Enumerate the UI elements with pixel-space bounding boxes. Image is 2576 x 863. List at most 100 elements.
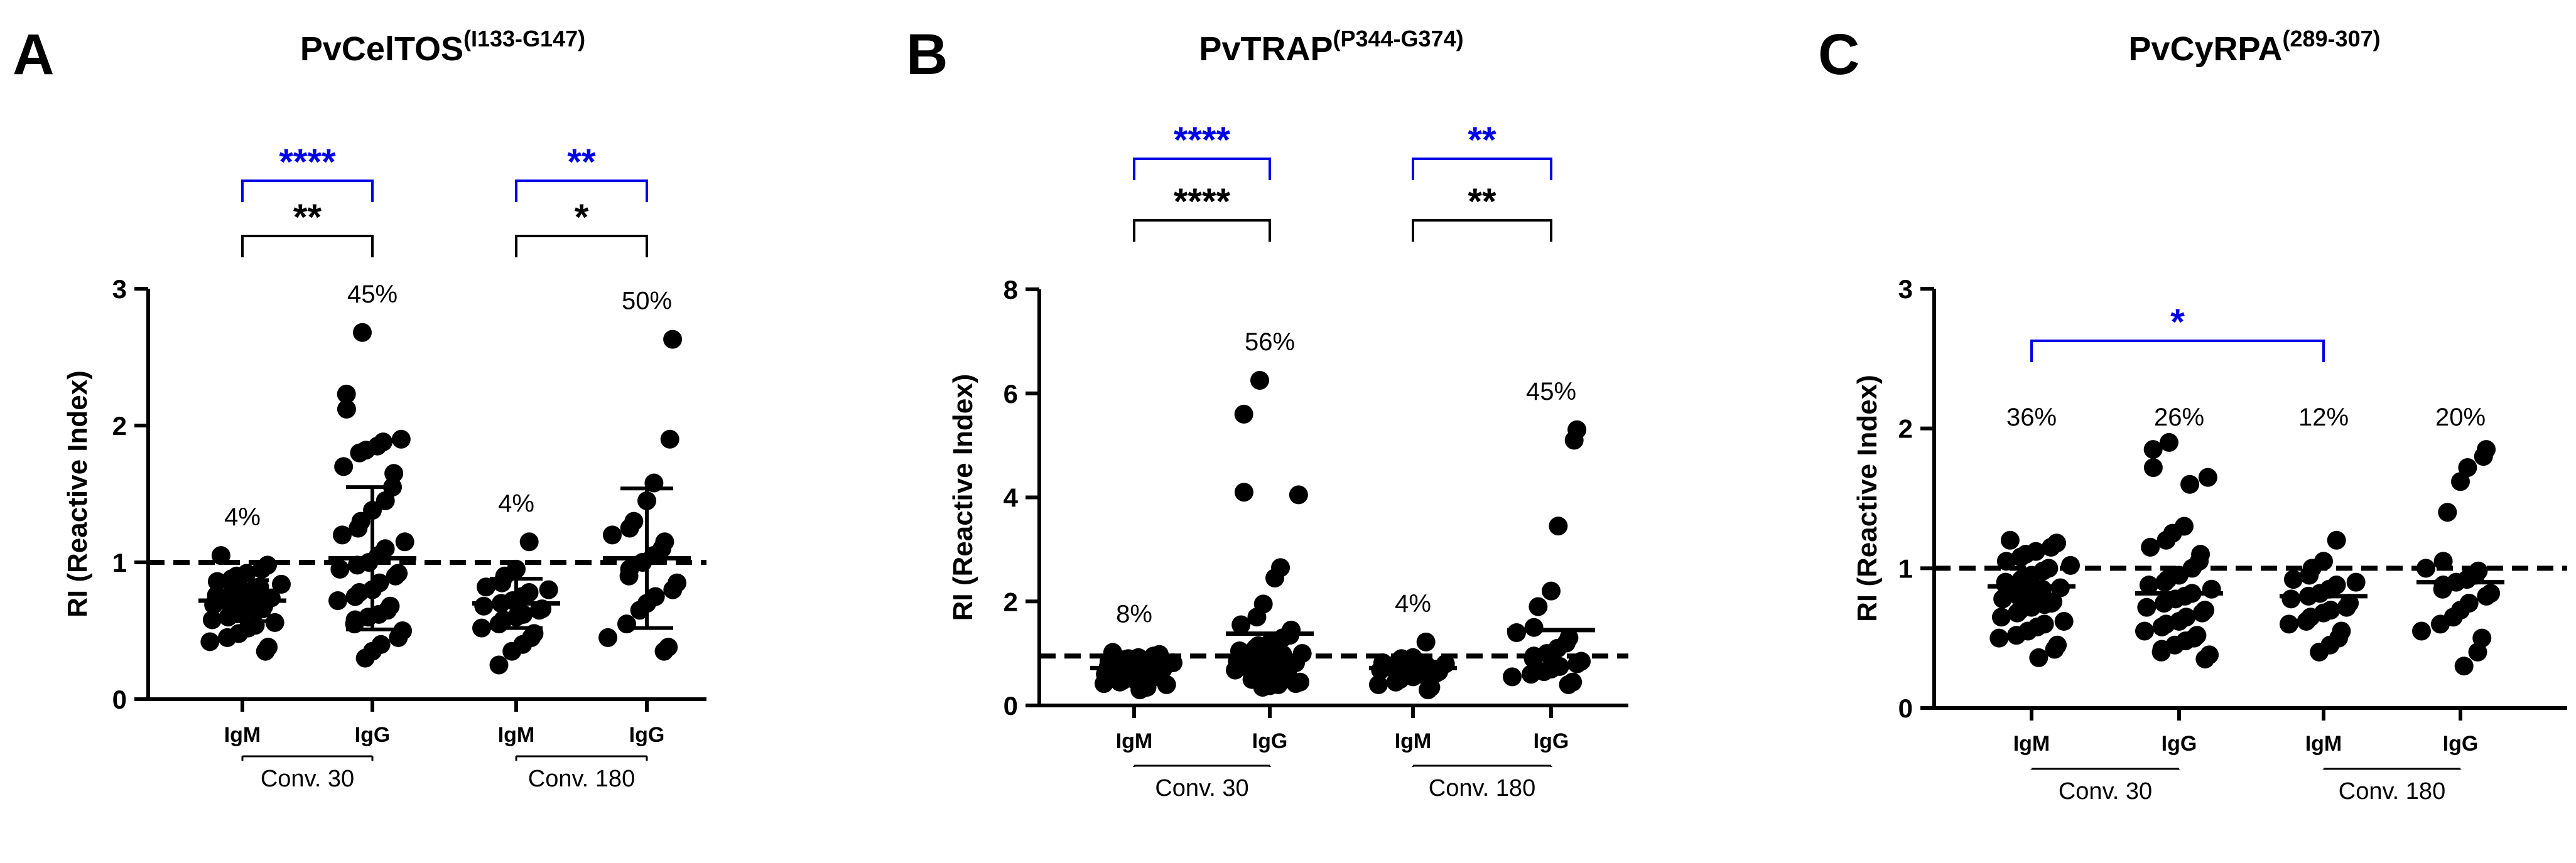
data-point (660, 429, 679, 449)
data-point (630, 601, 649, 620)
data-point (337, 399, 356, 419)
data-point (2202, 579, 2221, 599)
panel-B: B PvTRAP(P344-G374) RI (Reactive Index) 0 2 4… (906, 23, 1628, 801)
data-point (391, 429, 411, 449)
data-point (2143, 440, 2163, 459)
data-point (2009, 586, 2028, 606)
data-point (330, 559, 350, 579)
data-point (376, 491, 395, 510)
data-point (2139, 576, 2158, 595)
data-point (2054, 611, 2074, 631)
data-point (1542, 581, 1561, 601)
chart-title-superscript: (P344-G374) (1333, 26, 1463, 51)
x-category-label: IgM (1116, 729, 1153, 753)
data-point (355, 648, 375, 668)
y-axis-label: RI (Reactive Index) (1852, 375, 1883, 622)
y-tick-label: 8 (1004, 275, 1018, 304)
data-point (334, 457, 354, 476)
data-point (1247, 608, 1267, 627)
data-point (328, 591, 347, 611)
percent-label: 36% (2006, 404, 2057, 431)
data-point (2006, 626, 2026, 645)
data-point (2029, 648, 2048, 667)
data-point (332, 525, 352, 545)
data-point (2300, 566, 2319, 585)
data-point (2433, 552, 2453, 571)
data-point (1993, 589, 2013, 609)
data-point (2192, 603, 2212, 623)
data-point (2297, 611, 2316, 631)
data-point (2438, 503, 2457, 522)
significance-label: **** (279, 142, 336, 183)
data-point (2011, 547, 2030, 567)
group-label: Conv. 30 (2059, 778, 2152, 805)
data-point (2180, 474, 2200, 494)
panel-letter: A (13, 23, 54, 87)
y-tick-label: 1 (112, 548, 127, 577)
x-category-label: IgG (2162, 732, 2197, 756)
data-point (1289, 485, 1308, 505)
data-point (345, 587, 365, 606)
data-point (256, 641, 275, 661)
data-point (1524, 618, 1544, 637)
data-point (1265, 568, 1285, 587)
data-point (2000, 530, 2020, 550)
y-axis-label: RI (Reactive Index) (948, 374, 978, 621)
y-tick-label: 2 (112, 411, 127, 441)
data-point (1564, 431, 1584, 450)
significance-label: **** (1174, 120, 1231, 161)
data-point (519, 532, 539, 552)
data-point (2152, 617, 2172, 636)
y-axis-label: RI (Reactive Index) (62, 370, 93, 618)
percent-label: 50% (622, 287, 672, 315)
significance-label: ** (1468, 120, 1496, 161)
y-tick-label: 0 (112, 685, 127, 714)
significance-label: * (575, 197, 589, 238)
x-category-label: IgM (498, 723, 535, 747)
data-point (476, 577, 495, 597)
significance-label: ** (1468, 181, 1496, 222)
data-point (1991, 608, 2011, 627)
percent-label: 56% (1245, 328, 1295, 356)
significance-bracket (2030, 340, 2325, 362)
data-point (1234, 483, 1253, 502)
significance-bracket (1412, 219, 1552, 242)
data-point (602, 525, 622, 545)
data-point (384, 464, 404, 483)
data-point (2137, 598, 2157, 617)
data-point (2412, 621, 2431, 641)
significance-label: ** (293, 197, 322, 238)
data-point (350, 443, 369, 463)
data-point (620, 518, 639, 538)
y-tick-label: 6 (1004, 379, 1018, 409)
data-point (2451, 472, 2470, 491)
data-point (2061, 555, 2080, 575)
data-point (1286, 674, 1306, 694)
data-point (472, 618, 491, 638)
percent-label: 8% (1116, 600, 1152, 628)
data-point (598, 628, 617, 647)
significance-bracket (241, 235, 374, 257)
percent-label: 4% (498, 490, 534, 517)
group-label: Conv. 30 (261, 766, 354, 792)
significance-label: **** (1174, 181, 1231, 222)
data-point (272, 574, 291, 594)
significance-bracket (515, 235, 648, 257)
significance-bracket (241, 180, 374, 202)
data-point (489, 655, 509, 675)
y-tick-label: 1 (1898, 554, 1913, 583)
data-point (2281, 589, 2301, 609)
data-point (2143, 458, 2163, 478)
data-point (2045, 640, 2064, 659)
data-point (492, 573, 512, 592)
percent-label: 20% (2435, 404, 2486, 431)
data-point (2198, 468, 2217, 487)
data-point (1386, 672, 1405, 692)
data-point (2151, 642, 2171, 662)
data-point (389, 628, 408, 647)
data-point (2279, 614, 2298, 634)
data-point (1507, 623, 1526, 642)
data-point (1523, 649, 1543, 668)
data-point (2474, 447, 2493, 466)
data-point (1094, 674, 1113, 694)
